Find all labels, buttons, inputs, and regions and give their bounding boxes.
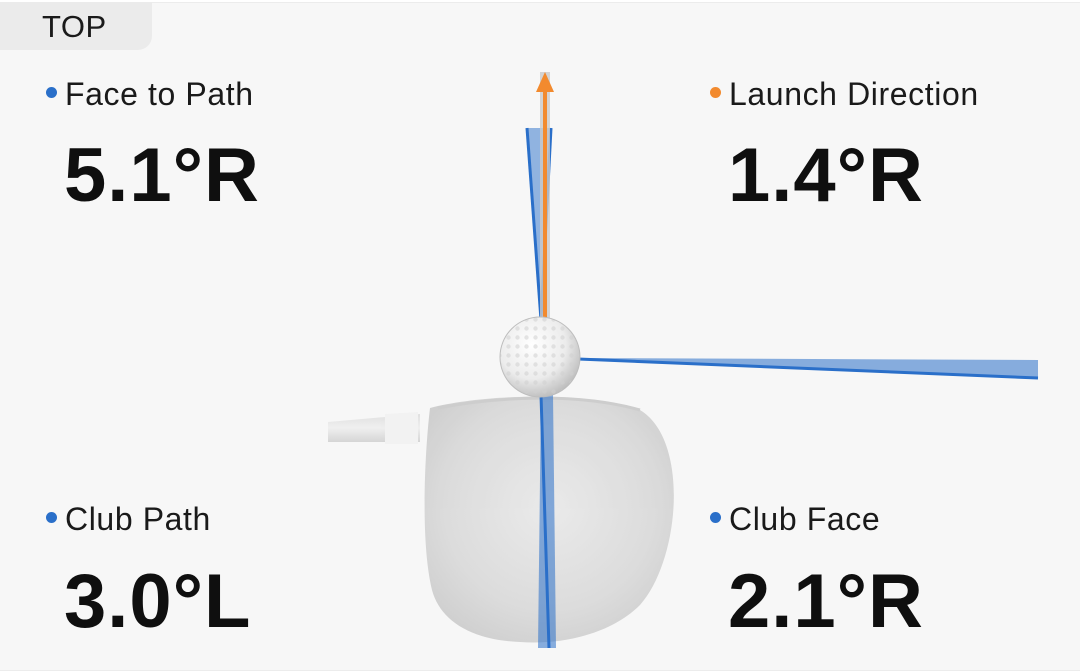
face-to-path-value: 5.1°R [64,133,260,218]
launch-direction-value: 1.4°R [728,133,924,218]
golf-ball-icon [499,316,581,398]
club-face-label: Club Face [729,501,881,537]
blue-dot-icon [46,512,57,524]
orange-dot-icon [710,87,721,99]
blue-dot-icon [710,512,721,524]
club-path-value: 3.0°L [64,559,252,644]
club-face-line [577,357,1039,380]
driver-head-icon [328,396,674,643]
launch-arrow-icon [536,72,554,327]
view-label-top: TOP [0,2,152,50]
club-face-value: 2.1°R [728,559,924,644]
club-path-line [538,394,556,649]
face-to-path-label: Face to Path [65,76,254,112]
blue-dot-icon [46,87,57,99]
launch-direction-label: Launch Direction [729,76,979,112]
club-path-label: Club Path [65,501,211,537]
